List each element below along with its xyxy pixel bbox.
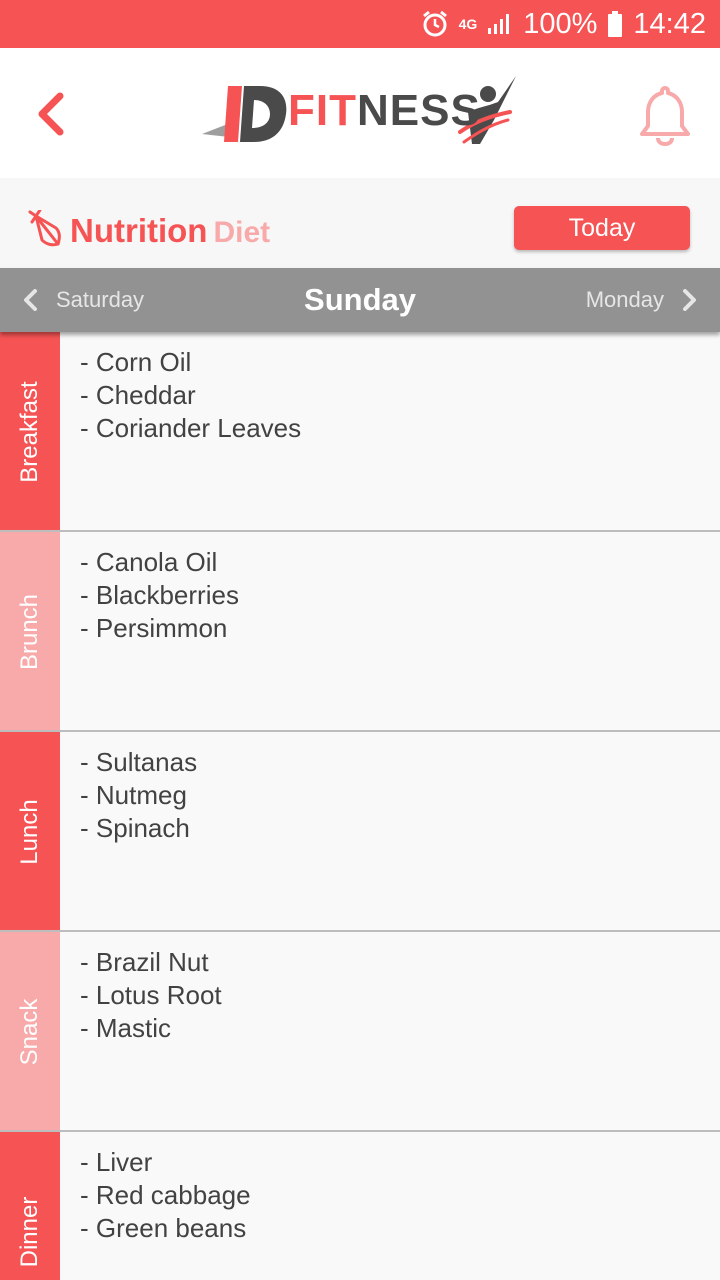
food-item: Blackberries	[80, 579, 239, 612]
food-item: Spinach	[80, 812, 197, 845]
logo-wordmark: FITNESS	[288, 86, 481, 136]
food-list: Canola Oil Blackberries Persimmon	[80, 546, 239, 645]
logo-mark	[202, 76, 516, 144]
meal-tab: Snack	[0, 932, 60, 1130]
section-header: Nutrition Diet Today	[0, 178, 720, 268]
page-title: Nutrition Diet	[70, 212, 270, 250]
alarm-icon	[421, 10, 449, 38]
page-subtitle: Diet	[213, 216, 271, 249]
meal-row-lunch[interactable]: Lunch Sultanas Nutmeg Spinach	[0, 732, 720, 932]
carrot-icon	[28, 210, 61, 247]
meal-tab: Breakfast	[0, 332, 60, 530]
today-button[interactable]: Today	[514, 206, 690, 250]
meal-tab: Dinner	[0, 1132, 60, 1280]
network-type: 4G	[458, 16, 478, 32]
meal-row-brunch[interactable]: Brunch Canola Oil Blackberries Persimmon	[0, 532, 720, 732]
previous-day-button[interactable]: Saturday	[22, 268, 144, 332]
battery-icon	[607, 11, 623, 37]
meal-row-breakfast[interactable]: Breakfast Corn Oil Cheddar Coriander Lea…	[0, 332, 720, 532]
chevron-right-icon	[683, 289, 696, 311]
food-list: Sultanas Nutmeg Spinach	[80, 746, 197, 845]
food-item: Nutmeg	[80, 779, 197, 812]
meal-tab: Lunch	[0, 732, 60, 930]
food-item: Red cabbage	[80, 1179, 251, 1212]
meal-name: Dinner	[16, 1196, 43, 1268]
chevron-left-icon	[38, 92, 64, 136]
food-item: Corn Oil	[80, 346, 301, 379]
food-item: Liver	[80, 1146, 251, 1179]
food-item: Cheddar	[80, 379, 301, 412]
meal-name: Brunch	[16, 593, 43, 671]
food-item: Lotus Root	[80, 979, 222, 1012]
meal-name: Snack	[16, 998, 43, 1066]
meal-row-dinner[interactable]: Dinner Liver Red cabbage Green beans	[0, 1132, 720, 1280]
food-item: Green beans	[80, 1212, 251, 1245]
back-button[interactable]	[28, 88, 76, 140]
meal-list: Breakfast Corn Oil Cheddar Coriander Lea…	[0, 332, 720, 1280]
battery-percent: 100%	[523, 7, 598, 40]
food-list: Corn Oil Cheddar Coriander Leaves	[80, 346, 301, 445]
logo-rest: NESS	[356, 86, 481, 135]
clock: 14:42	[633, 7, 706, 40]
app-bar: FITNESS	[0, 48, 720, 178]
meal-name: Lunch	[16, 799, 43, 865]
next-day-label: Monday	[585, 287, 664, 312]
food-item: Brazil Nut	[80, 946, 222, 979]
signal-icon	[487, 12, 513, 36]
meal-name: Breakfast	[16, 381, 43, 483]
food-item: Coriander Leaves	[80, 412, 301, 445]
food-item: Sultanas	[80, 746, 197, 779]
app-logo: FITNESS	[198, 72, 520, 154]
logo-fit: FIT	[288, 86, 357, 135]
food-list: Liver Red cabbage Green beans	[80, 1146, 251, 1245]
food-item: Persimmon	[80, 612, 239, 645]
bell-icon	[640, 86, 690, 147]
page-title-main: Nutrition	[70, 212, 208, 249]
meal-row-snack[interactable]: Snack Brazil Nut Lotus Root Mastic	[0, 932, 720, 1132]
notifications-button[interactable]	[636, 84, 694, 147]
food-item: Canola Oil	[80, 546, 239, 579]
food-item: Mastic	[80, 1012, 222, 1045]
status-bar: 4G 100% 14:42	[0, 0, 720, 48]
previous-day-label: Saturday	[56, 287, 145, 312]
meal-tab: Brunch	[0, 532, 60, 730]
food-list: Brazil Nut Lotus Root Mastic	[80, 946, 222, 1045]
chevron-left-icon	[24, 289, 37, 311]
day-navigator: Saturday Sunday Monday	[0, 268, 720, 332]
next-day-button[interactable]: Monday	[586, 268, 698, 332]
